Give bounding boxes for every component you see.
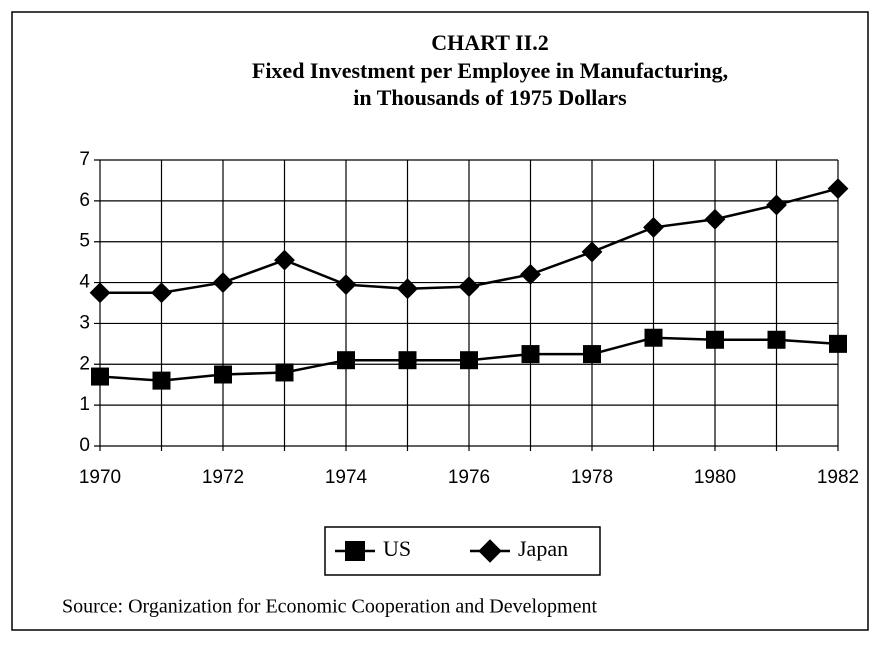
marker bbox=[212, 272, 234, 293]
marker bbox=[643, 217, 664, 238]
marker bbox=[583, 345, 601, 364]
marker bbox=[704, 208, 726, 230]
marker bbox=[397, 278, 418, 300]
marker bbox=[766, 194, 787, 216]
marker bbox=[214, 365, 232, 384]
marker bbox=[398, 351, 417, 370]
frame bbox=[11, 11, 869, 631]
source-note: Source: Organization for Economic Cooper… bbox=[62, 596, 597, 618]
legend-box bbox=[324, 526, 601, 576]
y-tick-label: 2 bbox=[79, 353, 90, 374]
marker bbox=[520, 264, 541, 285]
marker bbox=[152, 371, 171, 390]
marker bbox=[478, 539, 502, 563]
marker bbox=[335, 274, 357, 296]
marker bbox=[706, 330, 724, 349]
marker bbox=[827, 178, 849, 199]
y-tick-label: 7 bbox=[79, 149, 90, 170]
chart-subtitle: in Thousands of 1975 Dollars bbox=[353, 85, 627, 110]
x-tick-label: 1970 bbox=[79, 467, 121, 488]
x-tick-label: 1974 bbox=[325, 467, 368, 488]
marker bbox=[275, 363, 294, 382]
marker bbox=[274, 249, 295, 271]
marker bbox=[345, 541, 365, 561]
x-tick-label: 1976 bbox=[448, 467, 490, 488]
x-tick-label: 1972 bbox=[202, 467, 244, 488]
y-tick-label: 6 bbox=[79, 190, 90, 211]
x-tick-label: 1978 bbox=[571, 467, 613, 488]
x-tick-label: 1982 bbox=[817, 467, 859, 488]
y-tick-label: 1 bbox=[79, 394, 90, 415]
marker bbox=[460, 351, 478, 370]
legend-label: Japan bbox=[518, 536, 568, 561]
y-tick-label: 5 bbox=[79, 231, 90, 252]
marker bbox=[458, 276, 480, 298]
marker bbox=[337, 351, 355, 370]
y-tick-label: 3 bbox=[79, 312, 90, 333]
marker bbox=[89, 282, 111, 304]
x-tick-label: 1980 bbox=[694, 467, 736, 488]
marker bbox=[581, 241, 603, 263]
chart-subtitle: Fixed Investment per Employee in Manufac… bbox=[252, 58, 728, 83]
legend-label: US bbox=[383, 536, 411, 561]
marker bbox=[829, 334, 847, 353]
marker bbox=[767, 330, 786, 349]
y-tick-label: 4 bbox=[79, 272, 90, 293]
y-tick-label: 0 bbox=[79, 435, 90, 456]
marker bbox=[644, 328, 663, 347]
chart-title: CHART II.2 bbox=[431, 30, 548, 55]
marker bbox=[151, 282, 172, 304]
marker bbox=[521, 345, 540, 364]
marker bbox=[91, 367, 109, 386]
